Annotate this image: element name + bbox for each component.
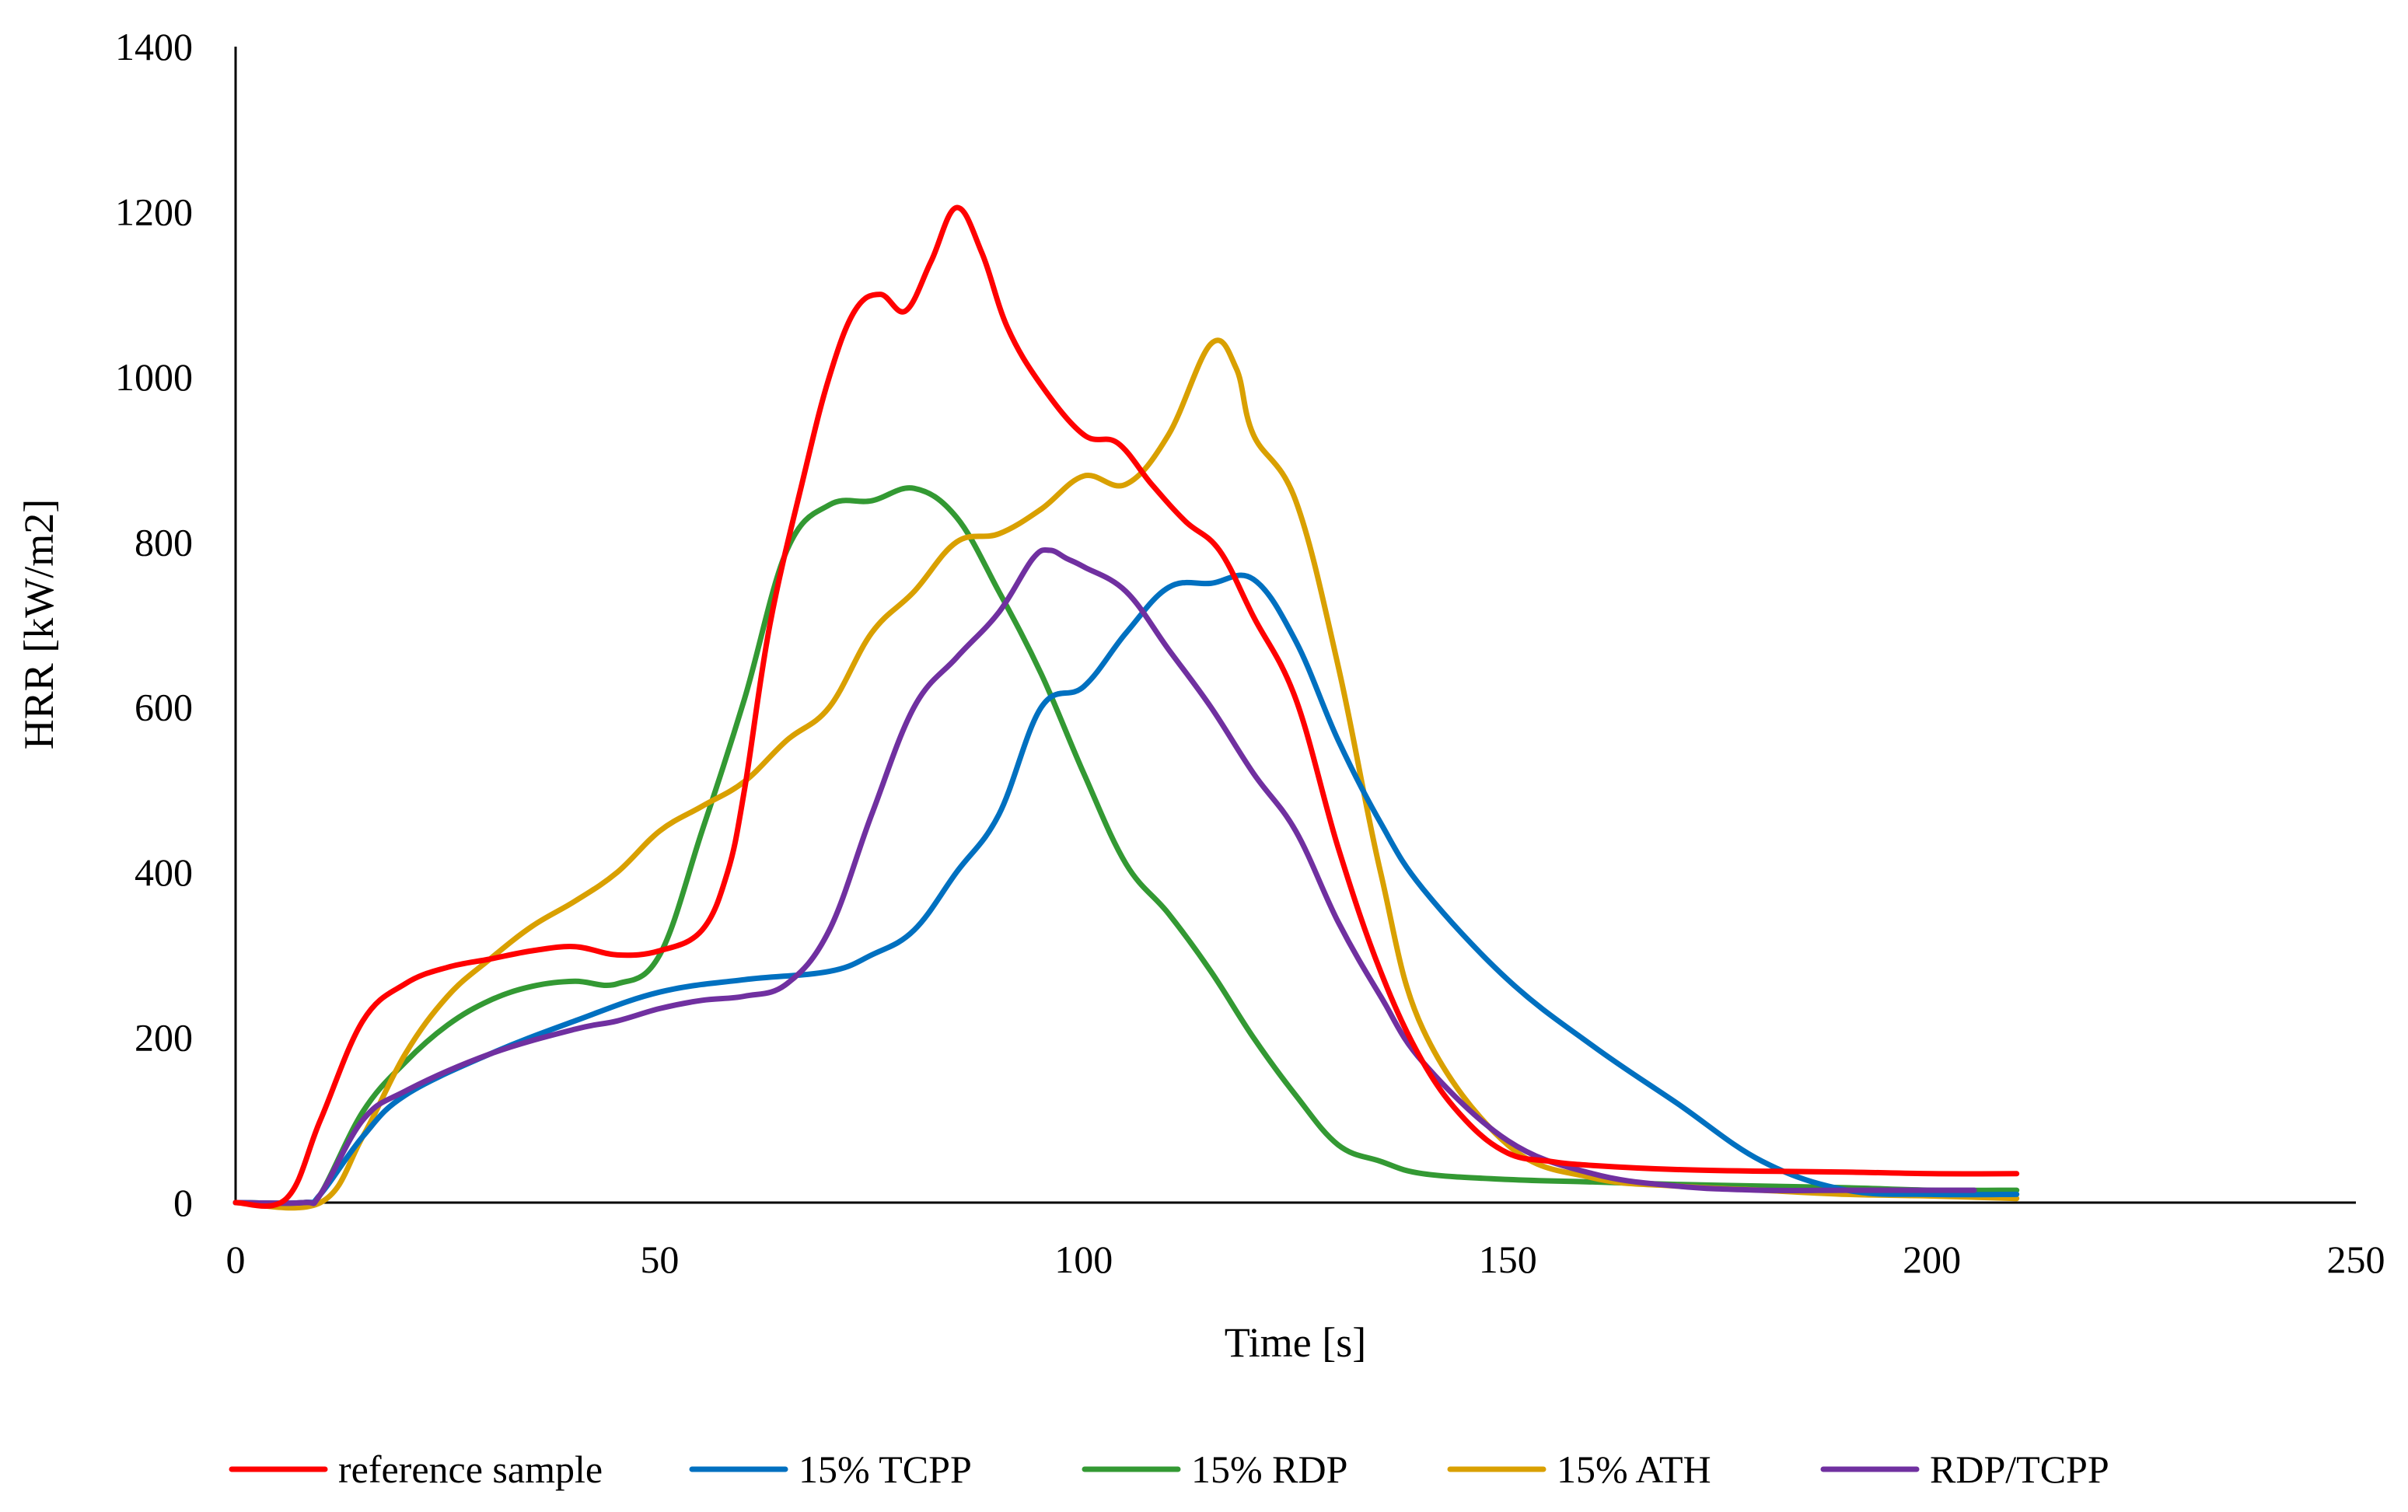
x-tick-label: 150 [1479, 1238, 1537, 1281]
legend-label: RDP/TCPP [1930, 1447, 2109, 1491]
x-tick-label: 100 [1054, 1238, 1113, 1281]
legend: reference sample 15% TCPP 15% RDP 15% ATH RD… [229, 1447, 2109, 1491]
legend-label: 15% RDP [1191, 1447, 1347, 1491]
series-line-reference-sample [232, 204, 2020, 1209]
series-line-15-ath [232, 337, 2020, 1211]
series-line-rdp-tcpp [232, 546, 1977, 1206]
x-tick-label: 0 [226, 1238, 246, 1281]
series-line-15-tcpp [232, 572, 2020, 1206]
legend-label: reference sample [338, 1447, 603, 1491]
x-tick-label: 250 [2327, 1238, 2385, 1281]
y-tick-labels: 0 200 400 600 800 1000 1200 1400 [115, 25, 193, 1224]
y-tick-label: 800 [135, 520, 193, 564]
y-tick-label: 0 [173, 1181, 193, 1224]
legend-label: 15% ATH [1557, 1447, 1711, 1491]
x-tick-label: 200 [1903, 1238, 1961, 1281]
x-tick-label: 50 [640, 1238, 679, 1281]
y-tick-label: 1200 [115, 190, 193, 233]
x-tick-labels: 0 50 100 150 200 250 [226, 1238, 2385, 1281]
x-axis-title: Time [s] [1225, 1319, 1367, 1366]
y-tick-label: 1400 [115, 25, 193, 68]
y-axis-title: HRR [kW/m2] [16, 499, 62, 749]
y-tick-label: 1000 [115, 355, 193, 399]
y-tick-label: 200 [135, 1016, 193, 1060]
series-line-15-rdp [232, 485, 2020, 1207]
series-lines [232, 204, 2020, 1211]
y-tick-label: 400 [135, 850, 193, 894]
y-tick-label: 600 [135, 686, 193, 729]
legend-label: 15% TCPP [799, 1447, 972, 1491]
